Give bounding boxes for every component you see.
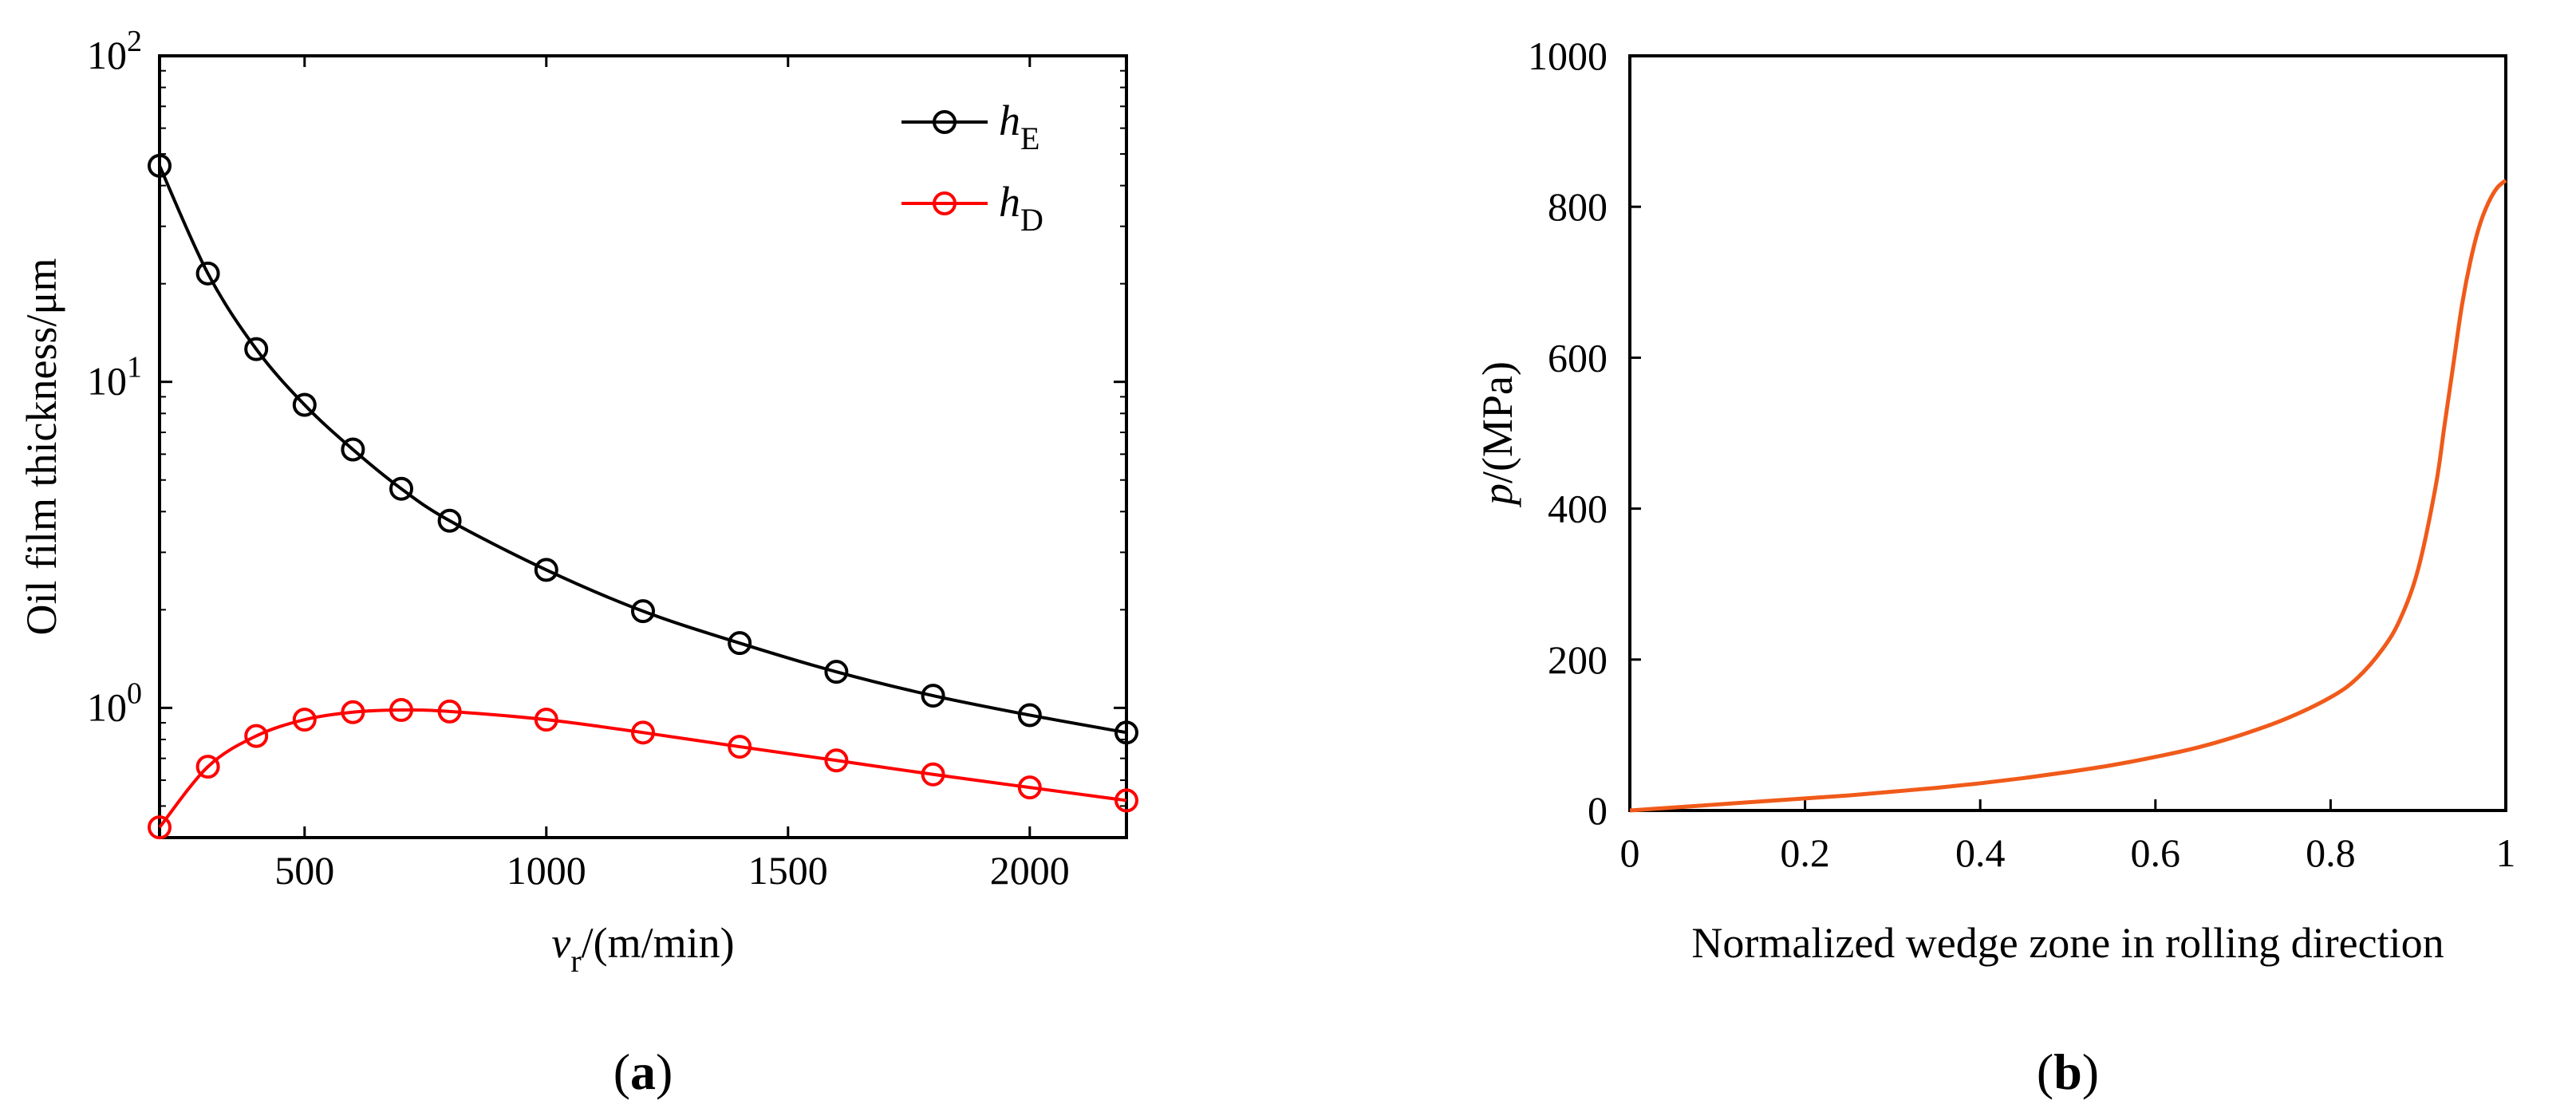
- chart-b-y-tick-label: 800: [1548, 184, 1608, 229]
- chart-b-y-tick-label: 600: [1548, 335, 1608, 380]
- legend-marker-h_E: [933, 110, 957, 134]
- chart-b-x-tick-label: 0.2: [1780, 830, 1830, 875]
- data-point-h_D: [728, 735, 752, 759]
- data-point-h_D: [292, 708, 317, 732]
- data-point-h_D: [244, 724, 269, 748]
- data-point-h_E: [534, 558, 558, 582]
- chart-a: 500 1000 1500 2000 100 101 102 hE hD Oil film t…: [18, 25, 1138, 1100]
- chart-a-y-tick-label: 102: [87, 25, 142, 77]
- chart-b-y-tick-label: 1000: [1528, 34, 1608, 78]
- data-point-h_D: [534, 708, 558, 732]
- data-point-h_E: [341, 437, 365, 462]
- data-point-h_D: [195, 755, 220, 779]
- data-point-h_D: [824, 748, 849, 773]
- data-point-h_D: [921, 762, 945, 787]
- series-line-pressure: [1629, 179, 2507, 813]
- chart-b-y-axis-label: p/(MPa): [1473, 361, 1521, 508]
- series-line-h_D: [158, 708, 1127, 829]
- data-point-h_D: [389, 698, 413, 723]
- chart-a-legend: hE hD: [901, 97, 1043, 238]
- data-point-h_E: [148, 153, 172, 178]
- data-point-h_D: [1114, 788, 1138, 813]
- panel-label-b: (b): [2037, 1043, 2099, 1100]
- data-point-h_E: [195, 261, 220, 286]
- chart-b-x-axis-label: Normalized wedge zone in rolling directi…: [1691, 919, 2444, 967]
- chart-b-x-tick-label: 0.4: [1955, 830, 2006, 875]
- data-point-h_D: [1017, 775, 1042, 800]
- series-line-h_E: [158, 165, 1127, 735]
- chart-b-x-tick-label: 1: [2496, 830, 2516, 875]
- chart-b-y-tick-label: 200: [1548, 637, 1608, 682]
- data-point-h_D: [148, 815, 172, 840]
- data-point-h_E: [244, 337, 269, 361]
- data-point-h_E: [631, 599, 655, 624]
- chart-a-x-axis-label: vr/(m/min): [551, 919, 734, 979]
- chart-a-y-tick-label: 101: [87, 351, 142, 404]
- chart-b-x-tick-label: 0.8: [2306, 830, 2356, 875]
- chart-a-x-tick-label: 1000: [507, 848, 586, 893]
- chart-a-x-tick-label: 1500: [748, 848, 828, 893]
- chart-a-y-tick-label: 100: [87, 676, 142, 729]
- data-point-h_E: [728, 631, 752, 656]
- data-point-h_E: [1114, 720, 1138, 745]
- panel-label-a: (a): [613, 1043, 673, 1100]
- chart-b-series: [1629, 179, 2507, 813]
- legend-label-h_D: hD: [999, 178, 1043, 238]
- legend-marker-h_D: [933, 191, 957, 215]
- chart-a-y-axis-label: Oil film thickness/μm: [18, 258, 65, 636]
- data-point-h_E: [921, 684, 945, 708]
- chart-b-ticks: 0 0.2 0.4 0.6 0.8 1 0 200 400 600 800 1000: [1528, 34, 2516, 875]
- chart-a-x-tick-label: 2000: [990, 848, 1070, 893]
- data-point-h_D: [437, 699, 462, 724]
- chart-b-x-tick-label: 0.6: [2131, 830, 2181, 875]
- chart-a-series: [148, 153, 1138, 840]
- legend-label-h_E: hE: [999, 97, 1039, 156]
- chart-b-y-tick-label: 0: [1588, 788, 1608, 833]
- data-point-h_D: [631, 720, 655, 745]
- data-point-h_D: [341, 700, 365, 724]
- data-point-h_E: [1017, 703, 1042, 728]
- data-point-h_E: [389, 476, 413, 501]
- chart-b-y-tick-label: 400: [1548, 487, 1608, 531]
- chart-a-ticks: 500 1000 1500 2000 100 101 102: [87, 25, 1126, 893]
- chart-b-x-tick-label: 0: [1620, 830, 1640, 875]
- chart-a-plot-frame: [158, 54, 1128, 839]
- chart-b-plot-frame: [1628, 54, 2507, 812]
- data-point-h_E: [292, 392, 317, 417]
- chart-a-x-tick-label: 500: [274, 848, 334, 893]
- data-point-h_E: [824, 660, 849, 684]
- data-point-h_E: [437, 508, 462, 533]
